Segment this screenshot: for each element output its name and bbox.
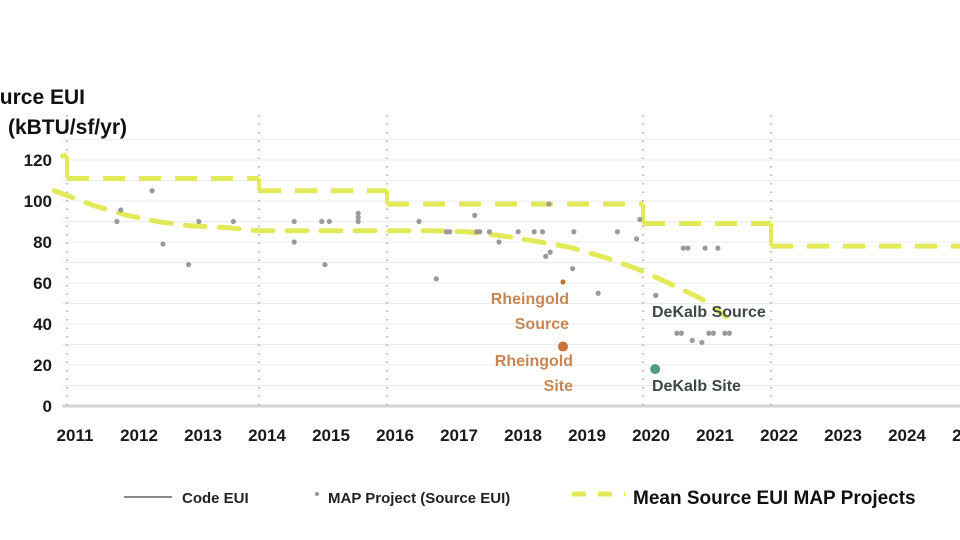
- x-tick-label: 2019: [568, 426, 606, 445]
- dekalb-site-label: DeKalb Site: [652, 378, 741, 395]
- map-project-dot: [319, 218, 325, 225]
- x-tick-label: 2011: [57, 426, 94, 445]
- map-project-dot: [680, 245, 686, 251]
- map-project-dot: [230, 218, 236, 225]
- map-project-dot: [496, 239, 502, 245]
- trend-line: [51, 188, 729, 320]
- x-tick-label: 2024: [888, 426, 926, 445]
- map-project-dot: [715, 245, 721, 251]
- legend: Code EUI MAP Project (Source EUI) Mean S…: [124, 488, 916, 509]
- map-project-dot: [595, 290, 601, 296]
- map-project-dot: [570, 266, 576, 272]
- x-tick-label: 2013: [184, 426, 222, 445]
- x-tick-label: 2023: [824, 426, 862, 445]
- map-project-dot: [486, 229, 492, 235]
- map-project-dot: [326, 218, 332, 225]
- map-project-dot: [447, 229, 453, 235]
- map-project-dot: [160, 241, 166, 247]
- x-tick-label: 2015: [312, 426, 350, 445]
- map-project-dot: [710, 330, 717, 336]
- map-project-dot: [689, 337, 695, 343]
- map-project-dot: [722, 330, 728, 336]
- y-tick-label: 20: [33, 356, 52, 375]
- map-project-dot: [114, 218, 120, 225]
- mean-lines: [51, 153, 960, 320]
- y-tick-label: 120: [24, 151, 52, 170]
- y-axis-title: Source EUI: [0, 86, 85, 109]
- x-tick-label: 2022: [760, 426, 798, 445]
- map-project-dot: [634, 236, 640, 242]
- dekalb-source-dot: [653, 292, 659, 298]
- map-project-dot: [355, 210, 361, 216]
- map-project-dot: [355, 218, 361, 225]
- x-tick-label: 2012: [120, 426, 158, 445]
- map-project-dot: [571, 229, 577, 235]
- map-project-dot: [674, 330, 680, 336]
- legend-map-project-swatch: [315, 492, 319, 496]
- rheingold-source-label: Rheingold: [491, 291, 569, 308]
- x-ticks: 2011 2012 2013 2014 2015 2016 2017 2018 2019 2020…: [57, 426, 960, 445]
- map-project-dot: [291, 239, 297, 245]
- map-project-dot: [685, 245, 691, 251]
- x-tick-label: 2020: [632, 426, 670, 445]
- y-tick-label: 40: [33, 315, 52, 334]
- map-project-dot: [678, 330, 685, 336]
- rheingold-site-label: Rheingold: [495, 353, 573, 370]
- legend-map-project-label: MAP Project (Source EUI): [328, 490, 510, 507]
- x-tick-label: 2014: [248, 426, 286, 445]
- map-project-dot: [637, 216, 643, 223]
- map-project-dot: [118, 207, 124, 213]
- map-project-dot: [196, 218, 202, 225]
- rheingold-source-label: Source: [515, 316, 569, 333]
- map-project-dot: [149, 188, 155, 194]
- map-project-dot: [702, 245, 708, 251]
- map-project-dot: [515, 229, 521, 235]
- map-project-dot: [726, 330, 733, 336]
- x-tick-label: 2025: [952, 426, 960, 445]
- legend-code-eui-label: Code EUI: [182, 490, 249, 507]
- y-ticks: 0 20 40 60 80 100 120: [24, 151, 52, 416]
- map-project-dot: [472, 212, 478, 218]
- x-tick-label: 2018: [504, 426, 542, 445]
- x-tick-label: 2021: [696, 426, 734, 445]
- y-tick-label: 100: [24, 192, 52, 211]
- map-project-dot: [547, 249, 553, 255]
- legend-mean-label: Mean Source EUI MAP Projects: [633, 488, 916, 509]
- x-tick-label: 2016: [376, 426, 414, 445]
- map-project-dot: [433, 276, 439, 282]
- rheingold-site-dot: [558, 341, 568, 352]
- map-project-dot: [706, 330, 712, 336]
- y-axis-units: (kBTU/sf/yr): [8, 116, 127, 139]
- map-project-dot: [699, 339, 705, 346]
- y-tick-label: 0: [43, 397, 52, 416]
- map-project-dot: [546, 201, 552, 207]
- dekalb-source-label: DeKalb Source: [652, 304, 766, 321]
- map-project-dot: [614, 229, 621, 235]
- y-tick-label: 60: [33, 274, 52, 293]
- map-project-dot: [355, 214, 361, 220]
- map-project-dot: [291, 218, 297, 225]
- dekalb-site-dot: [650, 364, 661, 375]
- rheingold-site-label: Site: [544, 378, 573, 395]
- y-tick-label: 80: [33, 233, 52, 252]
- map-project-dot: [186, 261, 192, 268]
- map-project-dot: [416, 218, 422, 225]
- map-project-dot: [543, 253, 549, 259]
- map-project-dot: [477, 229, 483, 235]
- project-dots: [114, 188, 733, 346]
- map-project-dot: [539, 229, 546, 235]
- annotations: Rheingold Source Rheingold Site DeKalb Sourc…: [491, 279, 766, 395]
- year-dividers: [66, 115, 772, 406]
- rheingold-source-dot: [560, 279, 566, 285]
- map-project-dot: [531, 229, 537, 235]
- map-project-dot: [322, 261, 328, 268]
- x-tick-label: 2017: [440, 426, 478, 445]
